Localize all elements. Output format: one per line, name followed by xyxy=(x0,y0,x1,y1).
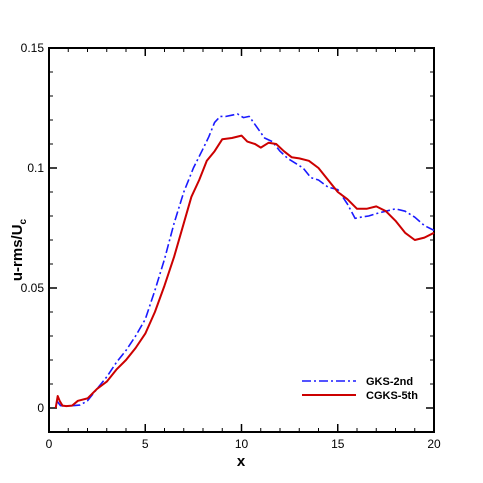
x-tick-label: 0 xyxy=(46,437,53,451)
plot-border xyxy=(48,47,435,433)
y-tick-label: 0.05 xyxy=(21,281,45,295)
legend-label-2: CGKS-5th xyxy=(366,390,418,402)
series-line-1 xyxy=(56,113,435,407)
y-axis-title-main: u-rms/U xyxy=(9,224,26,281)
x-axis: 0 5 10 15 20 xyxy=(46,48,441,451)
y-tick-label: 0.1 xyxy=(27,161,44,175)
y-tick-label: 0 xyxy=(37,401,44,415)
plot-frame xyxy=(48,47,435,433)
legend-label-1: GKS-2nd xyxy=(366,376,413,388)
y-tick-label: 0.15 xyxy=(21,41,45,55)
y-axis: 0 0.05 0.1 0.15 xyxy=(21,41,434,415)
y-axis-title: u-rms/Uc xyxy=(9,218,29,281)
x-tick-label: 5 xyxy=(142,437,149,451)
series-line-2 xyxy=(54,134,435,409)
series-layer xyxy=(54,113,435,409)
x-tick-label: 20 xyxy=(427,437,441,451)
y-axis-title-subscript: c xyxy=(18,218,29,224)
x-tick-label: 15 xyxy=(331,437,345,451)
x-axis-title: x xyxy=(237,453,246,470)
x-tick-label: 10 xyxy=(235,437,249,451)
legend: GKS-2nd CGKS-5th xyxy=(302,376,418,402)
